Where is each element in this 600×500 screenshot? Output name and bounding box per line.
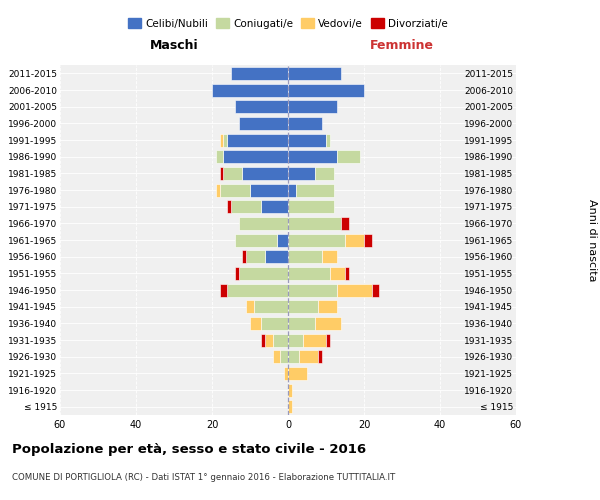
Bar (314, 317, 341, 330)
Bar (288, 184, 296, 196)
Bar (265, 250, 288, 263)
Bar (326, 334, 330, 346)
Bar (288, 200, 334, 213)
Bar (326, 134, 330, 146)
Bar (223, 167, 242, 180)
Bar (284, 367, 288, 380)
Bar (314, 167, 334, 180)
Text: Anni di nascita: Anni di nascita (587, 198, 597, 281)
Bar (345, 267, 349, 280)
Bar (220, 134, 223, 146)
Bar (227, 134, 288, 146)
Bar (288, 167, 314, 180)
Bar (280, 350, 288, 363)
Bar (341, 217, 349, 230)
Bar (239, 217, 288, 230)
Bar (288, 317, 314, 330)
Bar (242, 167, 288, 180)
Bar (330, 267, 345, 280)
Bar (288, 217, 341, 230)
Bar (235, 267, 239, 280)
Bar (262, 317, 288, 330)
Bar (277, 234, 288, 246)
Bar (254, 300, 288, 313)
Bar (299, 350, 319, 363)
Bar (288, 400, 292, 413)
Bar (288, 100, 337, 113)
Bar (288, 67, 341, 80)
Bar (231, 200, 262, 213)
Bar (345, 234, 364, 246)
Bar (223, 150, 288, 163)
Bar (288, 384, 292, 396)
Bar (220, 284, 227, 296)
Bar (288, 250, 322, 263)
Bar (371, 284, 379, 296)
Bar (231, 67, 288, 80)
Text: Popolazione per età, sesso e stato civile - 2016: Popolazione per età, sesso e stato civil… (12, 442, 366, 456)
Bar (250, 317, 262, 330)
Bar (288, 150, 337, 163)
Bar (288, 134, 326, 146)
Bar (227, 284, 288, 296)
Bar (288, 117, 322, 130)
Bar (288, 234, 345, 246)
Bar (288, 334, 303, 346)
Bar (265, 334, 273, 346)
Bar (235, 100, 288, 113)
Bar (319, 300, 337, 313)
Bar (216, 184, 220, 196)
Y-axis label: Fasce di età: Fasce di età (0, 207, 2, 273)
Bar (246, 250, 265, 263)
Bar (322, 250, 337, 263)
Bar (288, 350, 299, 363)
Bar (288, 300, 319, 313)
Bar (288, 84, 364, 96)
Bar (239, 267, 288, 280)
Bar (239, 117, 288, 130)
Bar (262, 200, 288, 213)
Legend: Celibi/Nubili, Coniugati/e, Vedovi/e, Divorziati/e: Celibi/Nubili, Coniugati/e, Vedovi/e, Di… (124, 14, 452, 33)
Bar (227, 200, 231, 213)
Bar (223, 134, 227, 146)
Bar (220, 184, 250, 196)
Text: Maschi: Maschi (149, 38, 199, 52)
Bar (235, 234, 277, 246)
Bar (273, 350, 280, 363)
Bar (273, 334, 288, 346)
Bar (220, 167, 223, 180)
Bar (212, 84, 288, 96)
Bar (337, 284, 371, 296)
Bar (262, 334, 265, 346)
Bar (337, 150, 360, 163)
Bar (288, 284, 337, 296)
Text: Femmine: Femmine (370, 38, 434, 52)
Bar (250, 184, 288, 196)
Bar (288, 367, 307, 380)
Bar (296, 184, 334, 196)
Bar (288, 267, 330, 280)
Bar (303, 334, 326, 346)
Bar (242, 250, 246, 263)
Bar (364, 234, 371, 246)
Bar (216, 150, 223, 163)
Text: COMUNE DI PORTIGLIOLA (RC) - Dati ISTAT 1° gennaio 2016 - Elaborazione TUTTITALI: COMUNE DI PORTIGLIOLA (RC) - Dati ISTAT … (12, 472, 395, 482)
Bar (319, 350, 322, 363)
Bar (246, 300, 254, 313)
